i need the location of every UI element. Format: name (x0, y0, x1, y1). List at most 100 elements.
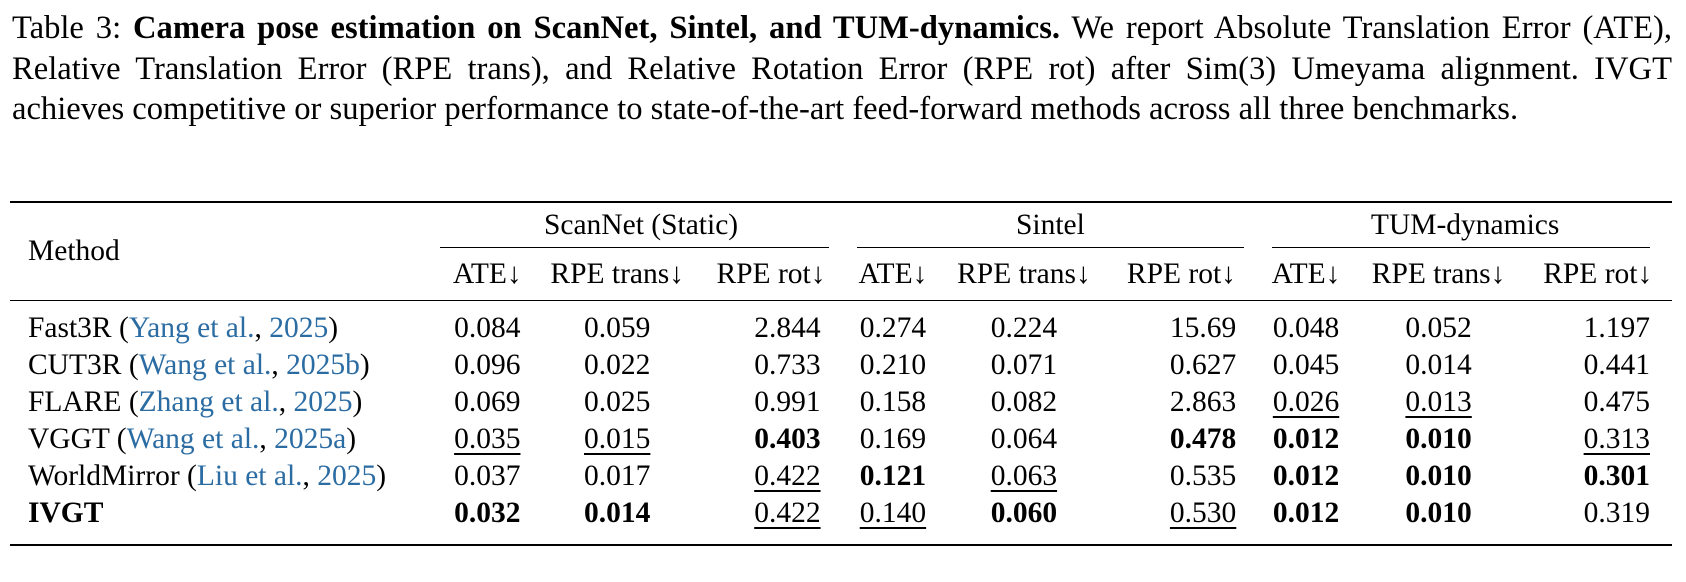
metric-value: 0.301 (1583, 460, 1650, 492)
cite-year-link[interactable]: 2025 (269, 312, 329, 344)
metric-value: 0.069 (454, 386, 521, 418)
value-cell: 0.475 (1523, 384, 1672, 421)
value-cell: 0.052 (1354, 310, 1524, 347)
metric-header: RPE rot↓ (716, 257, 826, 290)
value-cell: 0.530 (1105, 495, 1259, 532)
table-row: VGGT (Wang et al., 2025a) 0.035 0.015 0.403… (10, 421, 1672, 458)
metric-value: 0.014 (584, 497, 651, 529)
value-cell: 0.025 (535, 384, 699, 421)
cite-paren: ( (111, 312, 129, 344)
metric-value: 0.012 (1272, 497, 1340, 529)
metric-value: 0.012 (1272, 460, 1340, 492)
metric-header: RPE trans↓ (957, 257, 1091, 290)
table-row: Fast3R (Yang et al., 2025) 0.084 0.059 2.84… (10, 310, 1672, 347)
cite-year-link[interactable]: 2025b (286, 349, 360, 381)
value-cell: 0.422 (699, 458, 842, 495)
method-name: WorldMirror (28, 460, 180, 492)
group-header-sintel: Sintel (1016, 208, 1085, 241)
group-header-scannet: ScanNet (Static) (543, 208, 739, 241)
cite-authors-link[interactable]: Wang et al. (126, 423, 260, 455)
value-cell: 0.069 (440, 384, 535, 421)
metric-value: 0.032 (454, 497, 521, 529)
metric-value: 0.082 (990, 386, 1058, 418)
metric-value: 0.014 (1405, 349, 1472, 381)
metric-value: 0.733 (754, 349, 821, 381)
value-cell: 0.010 (1354, 421, 1524, 458)
value-cell: 0.096 (440, 347, 535, 384)
value-cell: 0.014 (535, 495, 699, 532)
value-cell: 0.017 (535, 458, 699, 495)
metric-value: 0.274 (859, 312, 927, 344)
metric-value: 0.535 (1169, 460, 1237, 492)
value-cell: 0.301 (1523, 458, 1672, 495)
metric-value: 0.022 (584, 349, 651, 381)
cite-separator: , (254, 312, 270, 344)
value-cell: 0.037 (440, 458, 535, 495)
method-name: Fast3R (28, 312, 112, 344)
cite-authors-link[interactable]: Wang et al. (138, 349, 272, 381)
value-cell: 0.059 (535, 310, 699, 347)
cite-separator: , (259, 423, 275, 455)
metric-value: 0.045 (1272, 349, 1340, 381)
cite-separator: , (302, 460, 318, 492)
metric-header: ATE↓ (1271, 257, 1341, 290)
cite-authors-link[interactable]: Liu et al. (196, 460, 303, 492)
metric-value: 0.017 (584, 460, 651, 492)
metric-header: RPE rot↓ (1543, 257, 1653, 290)
metric-value: 1.197 (1583, 312, 1650, 344)
cite-year-link[interactable]: 2025 (317, 460, 377, 492)
cite-paren: ( (109, 423, 127, 455)
caption-body: We report Absolute Translation Error (AT… (12, 10, 1672, 127)
value-cell: 0.048 (1258, 310, 1353, 347)
value-cell: 0.403 (699, 421, 842, 458)
group-underline-tum (1272, 247, 1650, 248)
cite-year-link[interactable]: 2025a (274, 423, 347, 455)
value-cell: 0.158 (843, 384, 944, 421)
method-name: CUT3R (28, 349, 122, 381)
bottom-rule (10, 544, 1672, 547)
table-caption: Table 3: Camera pose estimation on ScanN… (12, 8, 1672, 130)
value-cell: 0.022 (535, 347, 699, 384)
caption-title: Camera pose estimation on ScanNet, Sinte… (133, 10, 1061, 46)
metric-value: 2.844 (754, 312, 821, 344)
cite-paren: ( (179, 460, 197, 492)
metric-value: 0.084 (454, 312, 521, 344)
value-cell: 0.733 (699, 347, 842, 384)
table-row: IVGT 0.032 0.014 0.422 0.140 0.060 0.530 0.012 0… (10, 495, 1672, 532)
value-cell: 0.035 (440, 421, 535, 458)
metric-header: RPE trans↓ (550, 257, 684, 290)
value-cell: 0.064 (943, 421, 1104, 458)
value-cell: 0.084 (440, 310, 535, 347)
value-cell: 0.313 (1523, 421, 1672, 458)
metric-header: ATE↓ (858, 257, 928, 290)
cite-authors-link[interactable]: Zhang et al. (138, 386, 279, 418)
metric-value: 0.052 (1405, 312, 1472, 344)
value-cell: 2.844 (699, 310, 842, 347)
value-cell: 0.082 (943, 384, 1104, 421)
value-cell: 2.863 (1105, 384, 1259, 421)
metric-value: 0.319 (1583, 497, 1650, 529)
metric-value: 0.169 (859, 423, 927, 455)
value-cell: 0.422 (699, 495, 842, 532)
cite-year-link[interactable]: 2025 (293, 386, 353, 418)
metric-value: 0.035 (454, 423, 521, 455)
group-header-tum: TUM-dynamics (1370, 208, 1560, 241)
metric-value: 0.478 (1169, 423, 1237, 455)
cite-paren: ( (121, 386, 139, 418)
value-cell: 0.010 (1354, 458, 1524, 495)
caption-label: Table 3: (12, 10, 122, 46)
value-cell: 0.015 (535, 421, 699, 458)
metric-value: 0.224 (990, 312, 1058, 344)
metric-header: RPE trans↓ (1371, 257, 1506, 290)
metric-header: ATE↓ (452, 257, 522, 290)
cite-paren: ) (352, 386, 363, 418)
results-body: Fast3R (Yang et al., 2025) 0.084 0.059 2.84… (10, 310, 1672, 532)
value-cell: 0.012 (1258, 495, 1353, 532)
value-cell: 0.071 (943, 347, 1104, 384)
table-row: WorldMirror (Liu et al., 2025) 0.037 0.017… (10, 458, 1672, 495)
value-cell: 0.224 (943, 310, 1104, 347)
method-cell: FLARE (Zhang et al., 2025) (10, 384, 440, 421)
value-cell: 0.012 (1258, 421, 1353, 458)
metric-value: 0.010 (1405, 497, 1472, 529)
cite-authors-link[interactable]: Yang et al. (128, 312, 255, 344)
